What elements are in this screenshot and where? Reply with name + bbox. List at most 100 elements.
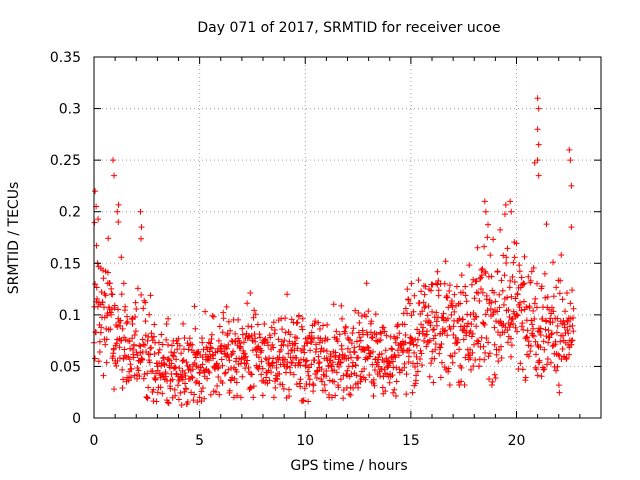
data-point (497, 226, 504, 233)
data-point (127, 345, 134, 352)
data-point (208, 331, 215, 338)
data-point (437, 344, 444, 351)
data-point (157, 384, 164, 391)
data-point (212, 388, 219, 395)
data-point (103, 336, 110, 343)
data-point (165, 400, 172, 407)
data-point (380, 373, 387, 380)
data-point (451, 350, 458, 357)
data-point (369, 348, 376, 355)
data-point (108, 311, 115, 318)
data-point (355, 354, 362, 361)
data-point (245, 323, 252, 330)
data-point (500, 301, 507, 308)
data-point (290, 371, 297, 378)
data-point (527, 342, 534, 349)
data-point (531, 159, 538, 166)
data-point (570, 305, 577, 312)
data-point (233, 368, 240, 375)
data-point (175, 396, 182, 403)
data-point (129, 315, 136, 322)
data-point (137, 343, 144, 350)
data-point (569, 322, 576, 329)
data-point (473, 278, 480, 285)
data-point (350, 325, 357, 332)
data-point (132, 299, 139, 306)
data-point (478, 272, 485, 279)
data-point (336, 352, 343, 359)
data-points (91, 95, 577, 408)
data-point (508, 342, 515, 349)
data-point (165, 341, 172, 348)
axis-ticks (93, 56, 601, 419)
data-point (491, 324, 498, 331)
data-point (286, 338, 293, 345)
data-point (566, 146, 573, 153)
data-point (214, 383, 221, 390)
data-point (104, 310, 111, 317)
data-point (119, 325, 126, 332)
data-point (558, 251, 565, 258)
data-point (537, 344, 544, 351)
data-point (514, 290, 521, 297)
data-point (483, 292, 490, 299)
data-point (271, 327, 278, 334)
data-point (235, 316, 242, 323)
x-axis-label: GPS time / hours (290, 458, 407, 474)
data-point (120, 280, 127, 287)
data-point (313, 368, 320, 375)
data-point (297, 376, 304, 383)
data-point (236, 344, 243, 351)
data-point (205, 339, 212, 346)
data-point (568, 224, 575, 231)
data-point (532, 338, 539, 345)
data-point (129, 335, 136, 342)
data-point (413, 372, 420, 379)
data-point (504, 327, 511, 334)
data-point (218, 348, 225, 355)
data-point (445, 368, 452, 375)
data-point (503, 254, 510, 261)
data-point (306, 376, 313, 383)
data-point (198, 388, 205, 395)
data-point (323, 348, 330, 355)
data-point (521, 298, 528, 305)
data-point (353, 372, 360, 379)
data-point (332, 392, 339, 399)
data-point (144, 337, 151, 344)
data-point (133, 305, 140, 312)
data-point (96, 349, 103, 356)
data-point (356, 343, 363, 350)
data-point (106, 280, 113, 287)
data-point (199, 354, 206, 361)
data-point (247, 289, 254, 296)
data-point (206, 348, 213, 355)
data-point (478, 267, 485, 274)
data-point (530, 333, 537, 340)
data-point (188, 389, 195, 396)
data-point (188, 373, 195, 380)
data-point (419, 308, 426, 315)
data-point (570, 314, 577, 321)
data-point (314, 367, 321, 374)
data-point (247, 384, 254, 391)
data-point (126, 368, 133, 375)
data-point (471, 341, 478, 348)
data-point (379, 384, 386, 391)
data-point (393, 364, 400, 371)
data-point (548, 331, 555, 338)
data-point (430, 335, 437, 342)
data-point (418, 321, 425, 328)
data-point (294, 319, 301, 326)
data-point (420, 337, 427, 344)
data-point (286, 393, 293, 400)
data-point (328, 394, 335, 401)
data-point (237, 360, 244, 367)
data-point (206, 369, 213, 376)
data-point (378, 330, 385, 337)
data-point (117, 317, 124, 324)
data-point (347, 391, 354, 398)
data-point (317, 348, 324, 355)
data-point (142, 299, 149, 306)
